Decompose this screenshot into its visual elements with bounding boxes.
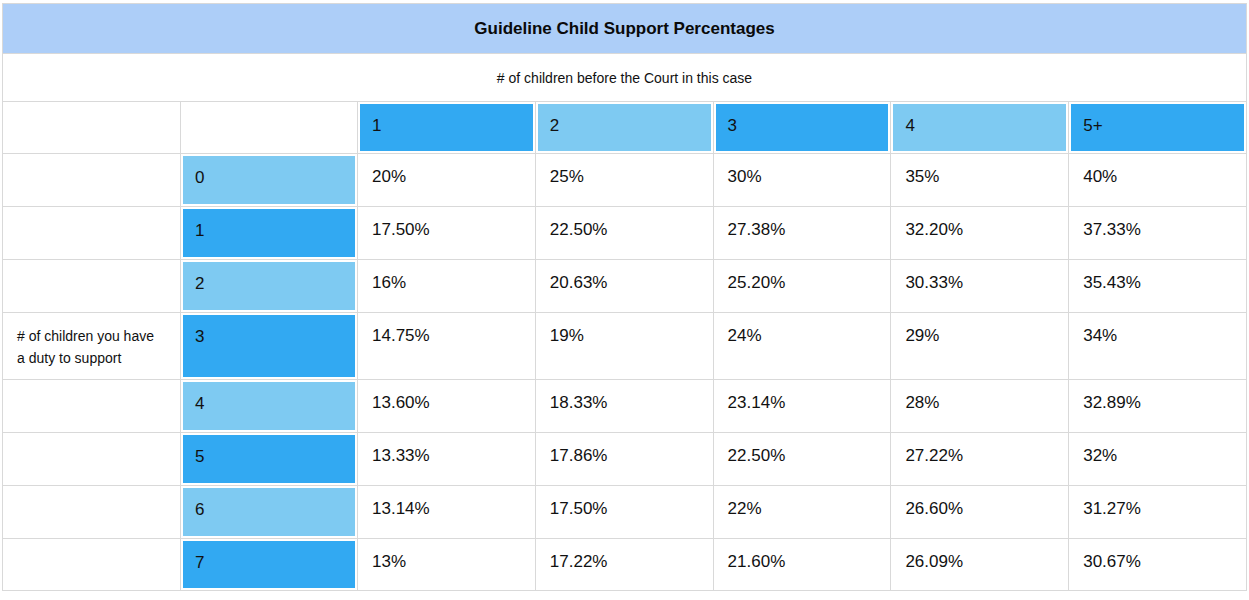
percentage-cell: 27.38% bbox=[714, 207, 891, 259]
row-header-label: 0 bbox=[183, 156, 355, 204]
percentage-cell: 22.50% bbox=[536, 207, 713, 259]
percentage-cell: 32% bbox=[1069, 433, 1246, 485]
percentage-cell: 13.33% bbox=[358, 433, 535, 485]
percentage-cell: 21.60% bbox=[714, 539, 891, 590]
corner-blank-cell bbox=[3, 102, 180, 153]
row-header-cell: 2 bbox=[181, 260, 357, 312]
percentage-cell: 18.33% bbox=[536, 380, 713, 432]
percentage-cell: 13% bbox=[358, 539, 535, 590]
percentage-cell: 13.14% bbox=[358, 486, 535, 538]
row-axis-label-line: a duty to support bbox=[17, 347, 168, 369]
row-axis-label-line: # of children you have bbox=[17, 325, 168, 347]
percentage-cell: 28% bbox=[891, 380, 1068, 432]
column-header-cell: 4 bbox=[891, 102, 1068, 153]
percentage-cell: 35.43% bbox=[1069, 260, 1246, 312]
percentage-cell: 17.86% bbox=[536, 433, 713, 485]
row-header-label: 2 bbox=[183, 262, 355, 310]
row-header-cell: 3 bbox=[181, 313, 357, 379]
row-header-cell: 4 bbox=[181, 380, 357, 432]
percentage-cell: 27.22% bbox=[891, 433, 1068, 485]
table-title: Guideline Child Support Percentages bbox=[3, 4, 1246, 53]
column-header-cell: 5+ bbox=[1069, 102, 1246, 153]
row-header-label: 1 bbox=[183, 209, 355, 257]
percentage-cell: 20.63% bbox=[536, 260, 713, 312]
percentage-cell: 31.27% bbox=[1069, 486, 1246, 538]
row-header-cell: 0 bbox=[181, 154, 357, 206]
row-axis-blank-cell bbox=[3, 207, 180, 259]
column-header-label: 4 bbox=[893, 104, 1066, 151]
row-header-blank-cell bbox=[181, 102, 357, 153]
row-header-cell: 5 bbox=[181, 433, 357, 485]
percentage-cell: 25% bbox=[536, 154, 713, 206]
percentage-cell: 40% bbox=[1069, 154, 1246, 206]
percentage-cell: 32.20% bbox=[891, 207, 1068, 259]
percentage-cell: 22% bbox=[714, 486, 891, 538]
column-header-label: 2 bbox=[538, 104, 711, 151]
guideline-table: Guideline Child Support Percentages # of… bbox=[2, 3, 1247, 591]
row-axis-blank-cell bbox=[3, 486, 180, 538]
row-axis-blank-cell bbox=[3, 154, 180, 206]
percentage-cell: 19% bbox=[536, 313, 713, 379]
percentage-cell: 24% bbox=[714, 313, 891, 379]
row-axis-label: # of children you havea duty to support bbox=[3, 313, 180, 379]
percentage-cell: 30.67% bbox=[1069, 539, 1246, 590]
percentage-cell: 17.22% bbox=[536, 539, 713, 590]
percentage-cell: 30% bbox=[714, 154, 891, 206]
percentage-cell: 16% bbox=[358, 260, 535, 312]
percentage-cell: 35% bbox=[891, 154, 1068, 206]
column-header-label: 5+ bbox=[1071, 104, 1244, 151]
row-axis-blank-cell bbox=[3, 380, 180, 432]
row-header-label: 3 bbox=[183, 315, 355, 377]
percentage-cell: 30.33% bbox=[891, 260, 1068, 312]
row-axis-blank-cell bbox=[3, 260, 180, 312]
column-header-label: 3 bbox=[716, 104, 889, 151]
column-axis-label: # of children before the Court in this c… bbox=[3, 54, 1246, 101]
row-header-label: 5 bbox=[183, 435, 355, 483]
percentage-cell: 26.09% bbox=[891, 539, 1068, 590]
percentage-cell: 29% bbox=[891, 313, 1068, 379]
percentage-cell: 23.14% bbox=[714, 380, 891, 432]
percentage-cell: 26.60% bbox=[891, 486, 1068, 538]
row-header-label: 4 bbox=[183, 382, 355, 430]
row-header-cell: 6 bbox=[181, 486, 357, 538]
percentage-cell: 34% bbox=[1069, 313, 1246, 379]
percentage-cell: 20% bbox=[358, 154, 535, 206]
row-axis-blank-cell bbox=[3, 433, 180, 485]
percentage-cell: 25.20% bbox=[714, 260, 891, 312]
column-header-cell: 2 bbox=[536, 102, 713, 153]
row-header-label: 7 bbox=[183, 541, 355, 588]
percentage-cell: 32.89% bbox=[1069, 380, 1246, 432]
row-header-label: 6 bbox=[183, 488, 355, 536]
column-header-cell: 1 bbox=[358, 102, 535, 153]
percentage-cell: 22.50% bbox=[714, 433, 891, 485]
column-header-cell: 3 bbox=[714, 102, 891, 153]
percentage-cell: 37.33% bbox=[1069, 207, 1246, 259]
percentage-cell: 14.75% bbox=[358, 313, 535, 379]
column-header-label: 1 bbox=[360, 104, 533, 151]
row-header-cell: 7 bbox=[181, 539, 357, 590]
percentage-cell: 17.50% bbox=[536, 486, 713, 538]
row-header-cell: 1 bbox=[181, 207, 357, 259]
row-axis-blank-cell bbox=[3, 539, 180, 590]
percentage-cell: 13.60% bbox=[358, 380, 535, 432]
percentage-cell: 17.50% bbox=[358, 207, 535, 259]
